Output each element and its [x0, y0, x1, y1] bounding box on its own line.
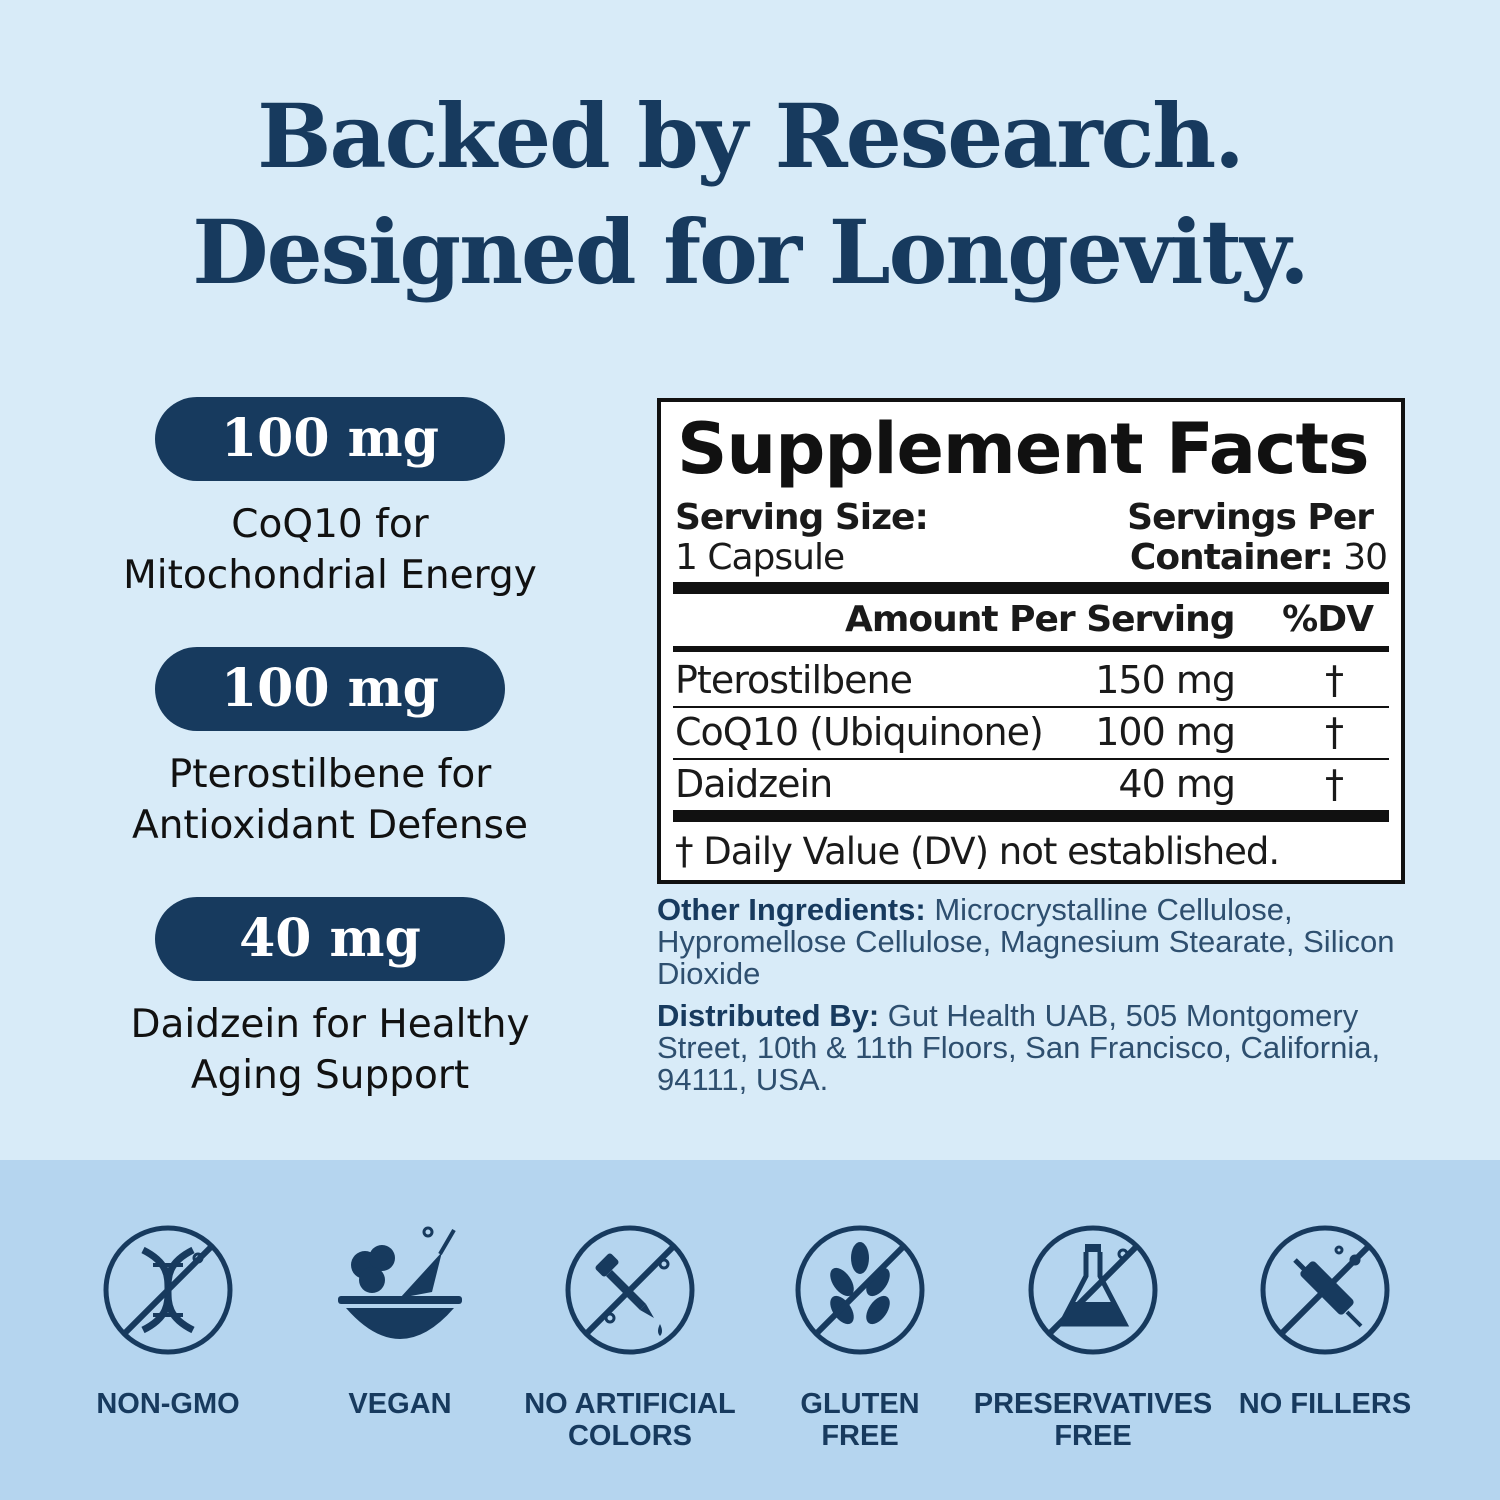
- no-fillers-syringe-icon: [1260, 1225, 1390, 1355]
- headline-line-2: Designed for Longevity.: [192, 200, 1309, 304]
- container-label: Container:: [1129, 537, 1334, 578]
- badge-label: GLUTEN FREE: [800, 1388, 920, 1452]
- divider-thick: [673, 582, 1389, 594]
- divider-thin: [673, 706, 1389, 708]
- servings-per-label: Servings Per: [1127, 497, 1374, 538]
- dose-pill: 100 mg: [155, 397, 505, 481]
- facts-row: Pterostilbene 150 mg †: [675, 654, 1387, 706]
- amount-per-serving-header: Amount Per Serving: [845, 599, 1235, 640]
- preservatives-free-flask-icon: [1028, 1225, 1158, 1355]
- ingredient-name: CoQ10 (Ubiquinone): [675, 710, 1044, 754]
- serving-size-label: Serving Size:: [675, 497, 929, 538]
- divider-thick: [673, 810, 1389, 822]
- servings-per-container: Container: 30: [1129, 537, 1388, 578]
- headline-line-1: Backed by Research.: [257, 84, 1245, 188]
- ingredient-name: Daidzein: [675, 762, 833, 806]
- badge-vegan: VEGAN: [280, 1220, 520, 1420]
- badge-label: NON-GMO: [96, 1388, 240, 1420]
- servings-per-value: 30: [1343, 537, 1388, 578]
- distributed-by-label: Distributed By:: [657, 998, 880, 1033]
- vegan-bowl-icon: [338, 1226, 462, 1339]
- ingredient-dv: †: [1325, 658, 1344, 702]
- no-artificial-colors-dropper-icon: [565, 1225, 695, 1355]
- ingredient-amount: 100 mg: [1095, 710, 1236, 754]
- dose-block-coq10: 100 mg CoQ10 for Mitochondrial Energy: [80, 397, 580, 601]
- badge-gluten-free: GLUTEN FREE: [740, 1220, 980, 1452]
- dose-block-pterostilbene: 100 mg Pterostilbene for Antioxidant Def…: [80, 647, 580, 851]
- dose-description: CoQ10 for Mitochondrial Energy: [123, 502, 537, 598]
- ingredient-dv: †: [1325, 710, 1344, 754]
- no-gmo-dna-icon: [103, 1225, 233, 1355]
- distributed-by: Distributed By: Gut Health UAB, 505 Mont…: [657, 1000, 1417, 1096]
- supplement-facts-title: Supplement Facts: [677, 408, 1370, 490]
- ingredient-amount: 150 mg: [1095, 658, 1236, 702]
- daily-value-header: %DV: [1282, 599, 1374, 640]
- facts-row: CoQ10 (Ubiquinone) 100 mg †: [675, 706, 1387, 758]
- dose-pill: 100 mg: [155, 647, 505, 731]
- badge-no-artificial-colors: NO ARTIFICIAL COLORS: [510, 1220, 750, 1452]
- badges-band: [0, 1160, 1500, 1500]
- dose-block-daidzein: 40 mg Daidzein for Healthy Aging Support: [80, 897, 580, 1101]
- other-ingredients: Other Ingredients: Microcrystalline Cell…: [657, 894, 1417, 990]
- other-ingredients-text: Microcrystalline Cellulose, Hypromellose…: [657, 892, 1395, 991]
- dv-footnote: † Daily Value (DV) not established.: [675, 830, 1280, 873]
- badge-label: NO FILLERS: [1238, 1388, 1412, 1420]
- badge-non-gmo: NON-GMO: [48, 1220, 288, 1420]
- facts-row: Daidzein 40 mg †: [675, 758, 1387, 810]
- divider-medium: [673, 646, 1389, 652]
- ingredient-dv: †: [1325, 762, 1344, 806]
- badge-no-fillers: NO FILLERS: [1205, 1220, 1445, 1420]
- badge-preservatives-free: PRESERVATIVES FREE: [973, 1220, 1213, 1452]
- gluten-free-wheat-icon: [795, 1225, 925, 1355]
- dose-pill: 40 mg: [155, 897, 505, 981]
- ingredient-amount: 40 mg: [1118, 762, 1236, 806]
- supplement-facts-panel: Supplement Facts Serving Size: 1 Capsule…: [657, 398, 1405, 884]
- badge-label: NO ARTIFICIAL COLORS: [524, 1388, 736, 1452]
- distributed-by-text: Gut Health UAB, 505 Montgomery Street, 1…: [657, 998, 1381, 1097]
- dose-description: Daidzein for Healthy Aging Support: [130, 1002, 530, 1098]
- ingredient-name: Pterostilbene: [675, 658, 913, 702]
- badge-label: VEGAN: [348, 1388, 452, 1420]
- dose-description: Pterostilbene for Antioxidant Defense: [132, 752, 528, 848]
- divider-thin: [673, 758, 1389, 760]
- serving-size-value: 1 Capsule: [675, 537, 845, 578]
- other-ingredients-label: Other Ingredients:: [657, 892, 926, 927]
- badge-label: PRESERVATIVES FREE: [973, 1388, 1213, 1452]
